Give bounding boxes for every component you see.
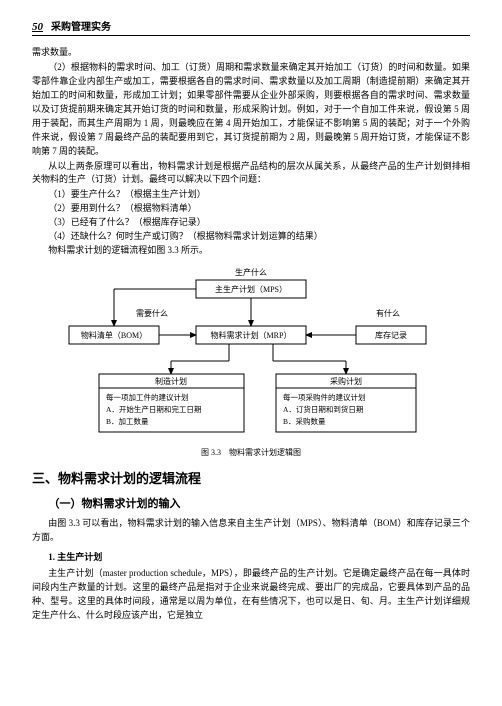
para-4: 物料需求计划的逻辑流程如图 3.3 所示。: [32, 244, 470, 258]
label-mfg-l2: A．开始生产日期和完工日期: [106, 404, 201, 414]
figure-caption: 图 3.3 物料需求计划逻辑图: [32, 447, 470, 458]
page-header: 50 采购管理实务: [32, 18, 470, 36]
list-item-3: （3）已经有了什么？（根据库存记录）: [32, 216, 470, 230]
subsubsection-heading: 1. 主生产计划: [48, 550, 470, 563]
label-bom: 物料清单（BOM）: [81, 330, 147, 340]
list-item-2: （2）要用到什么？（根据物料清单）: [32, 202, 470, 216]
label-inv: 库存记录: [375, 330, 407, 340]
label-buy-l3: B．采购数量: [283, 416, 326, 426]
section-heading: 三、物料需求计划的逻辑流程: [32, 468, 470, 487]
label-need: 需要什么: [136, 308, 168, 318]
label-buy-l2: A．订货日期和到货日期: [283, 404, 363, 414]
label-buy-l1: 每一项采购件的建议计划: [283, 392, 366, 402]
label-mps: 主生产计划（MPS）: [215, 284, 287, 294]
label-mfg-title: 制造计划: [155, 376, 187, 386]
list-item-4: （4）还缺什么？何时生产或订购？（根据物料需求计划运算的结果）: [32, 230, 470, 244]
label-mrp: 物料需求计划（MRP）: [211, 330, 292, 340]
label-buy-title: 采购计划: [330, 376, 362, 386]
page-number: 50: [32, 21, 43, 33]
para-5: 由图 3.3 可以看出，物料需求计划的输入信息来自主生产计划（MPS）、物料清单…: [32, 517, 470, 545]
header-title: 采购管理实务: [51, 18, 111, 33]
subsection-heading: （一）物料需求计划的输入: [49, 495, 471, 511]
para-3: 从以上两条原理可以看出，物料需求计划是根据产品结构的层次从属关系，从最终产品的生…: [32, 160, 470, 188]
label-have: 有什么: [376, 308, 400, 318]
para-6: 主生产计划（master production schedule，MPS），即最…: [32, 567, 470, 623]
para-2: （2）根据物料的需求时间、加工（订货）周期和需求数量来确定其开始加工（订货）的时…: [32, 61, 470, 159]
list-item-1: （1）要生产什么？（根据主生产计划）: [32, 188, 470, 202]
label-mfg-l3: B．加工数量: [106, 416, 149, 426]
label-mfg-l1: 每一项加工件的建议计划: [106, 392, 189, 402]
label-top: 生产什么: [235, 267, 267, 277]
para-continuation: 需求数量。: [32, 46, 470, 60]
flowchart-diagram: 生产什么 主生产计划（MPS） 物料清单（BOM） 物料需求计划（MRP） 库存…: [66, 266, 436, 443]
